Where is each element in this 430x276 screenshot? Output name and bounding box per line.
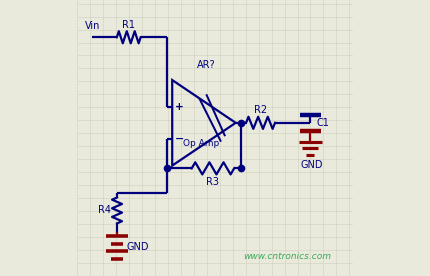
Text: AR?: AR? [197, 60, 216, 70]
Text: Vin: Vin [84, 21, 100, 31]
Text: Op Amp: Op Amp [183, 139, 219, 148]
Text: www.cntronics.com: www.cntronics.com [243, 252, 331, 261]
Text: R4: R4 [98, 205, 111, 216]
Text: R1: R1 [122, 20, 135, 30]
Text: R2: R2 [254, 105, 267, 115]
Text: GND: GND [300, 160, 323, 170]
Text: −: − [175, 134, 184, 144]
Text: GND: GND [126, 242, 149, 252]
Text: R3: R3 [206, 177, 219, 187]
Text: +: + [175, 102, 184, 112]
Text: C1: C1 [316, 118, 329, 128]
